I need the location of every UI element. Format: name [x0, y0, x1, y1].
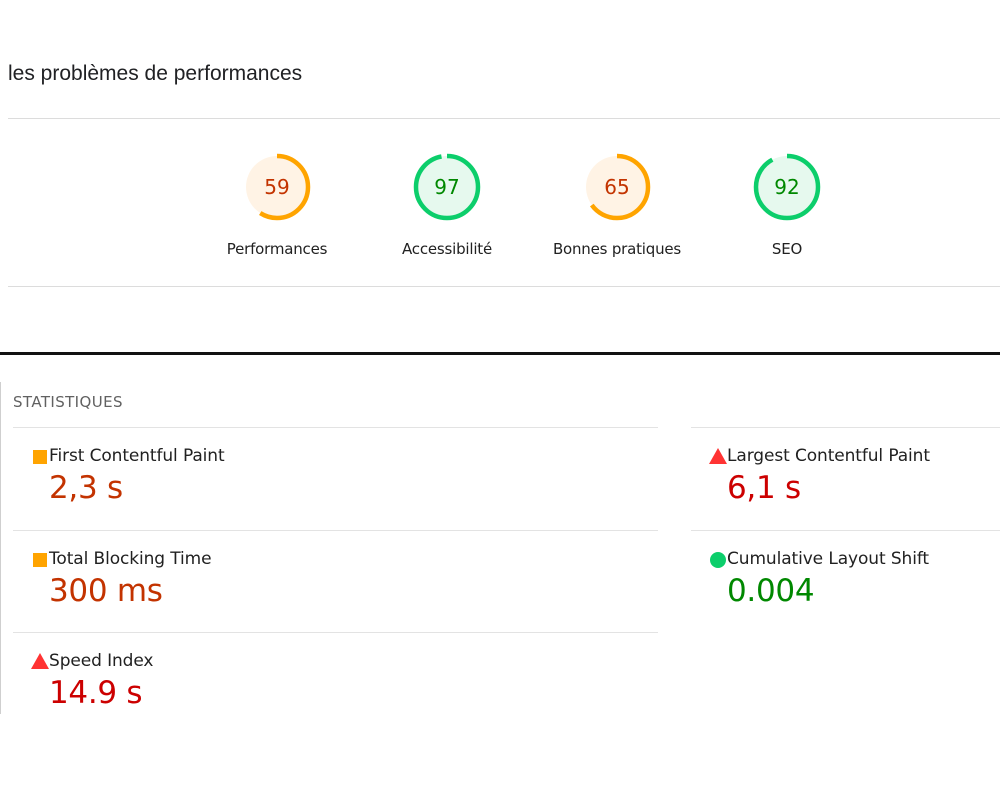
metric-divider [691, 530, 1000, 531]
metric-name: Largest Contentful Paint [727, 446, 930, 466]
gauge-seo[interactable]: 92 SEO [712, 150, 862, 258]
metric-value: 2,3 s [49, 470, 123, 506]
green-circle-icon [710, 552, 726, 568]
red-triangle-icon [709, 448, 727, 464]
gauge-ring-icon: 92 [753, 153, 821, 221]
metric-divider [13, 427, 658, 428]
gauge-accessibility[interactable]: 97 Accessibilité [372, 150, 522, 258]
gauge-performance[interactable]: 59 Performances [202, 150, 352, 258]
gauge-label: Performances [226, 240, 328, 258]
screenshot-divider [0, 352, 1000, 355]
metric-name: Cumulative Layout Shift [727, 549, 929, 569]
orange-square-icon [33, 450, 47, 464]
metric-name: Total Blocking Time [49, 549, 212, 569]
panel-left-border [0, 382, 1, 714]
gauge-ring-icon: 59 [243, 153, 311, 221]
metric-value: 300 ms [49, 573, 163, 609]
metric-divider [691, 427, 1000, 428]
page-title: les problèmes de performances [8, 62, 303, 85]
crop-mask [0, 714, 1000, 800]
gauge-best-practices[interactable]: 65 Bonnes pratiques [542, 150, 692, 258]
gauge-label: Accessibilité [401, 240, 493, 258]
gauge-label: SEO [771, 240, 803, 258]
metric-value: 6,1 s [727, 470, 801, 506]
gauge-score: 97 [434, 175, 459, 199]
top-divider [8, 118, 1000, 119]
gauge-score: 92 [774, 175, 799, 199]
orange-square-icon [33, 553, 47, 567]
metric-value: 0.004 [727, 573, 815, 609]
score-gauges: 59 Performances 97 Accessibilité 65 Bonn… [0, 150, 1000, 270]
metric-divider [13, 632, 658, 633]
metric-divider [13, 530, 658, 531]
metric-name: Speed Index [49, 651, 154, 671]
top-bottom-divider [8, 286, 1000, 287]
metric-name: First Contentful Paint [49, 446, 225, 466]
gauge-ring-icon: 97 [413, 153, 481, 221]
metric-value: 14.9 s [49, 675, 143, 711]
gauge-ring-icon: 65 [583, 153, 651, 221]
red-triangle-icon [31, 653, 49, 669]
gauge-score: 59 [264, 175, 289, 199]
gauge-score: 65 [604, 175, 629, 199]
gauge-label: Bonnes pratiques [552, 240, 682, 258]
stats-heading: STATISTIQUES [13, 393, 123, 411]
